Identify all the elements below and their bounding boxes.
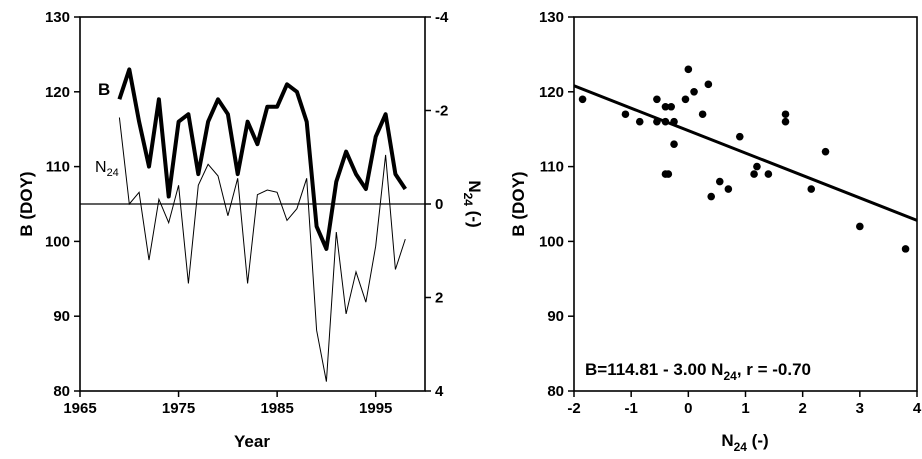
scatter-point — [653, 95, 661, 104]
annotation-right: , r = -0.70 — [737, 360, 811, 379]
y2-tick-label: -4 — [435, 9, 449, 26]
scatter-point — [707, 192, 715, 201]
scatter-point — [750, 170, 758, 178]
y-tick-label: 80 — [53, 383, 70, 400]
scatter-point — [901, 245, 910, 253]
regression-line-path — [573, 84, 918, 222]
series-label-n24-sub: 24 — [107, 167, 119, 179]
right-plot-frame — [573, 16, 918, 392]
scatter-point — [856, 222, 864, 231]
left-x-ticks: 1965 1975 1985 1995 — [63, 391, 392, 417]
y-tick-label: 100 — [45, 233, 70, 250]
scatter-point — [781, 117, 790, 126]
scatter-point — [724, 185, 733, 193]
y2-title-main: N — [465, 180, 484, 192]
x-tick-label: 1995 — [359, 400, 392, 417]
right-x-title-main: N — [721, 431, 733, 450]
x-tick-label: 4 — [913, 400, 922, 417]
y-tick-label: 110 — [46, 159, 70, 176]
y2-tick-label: 0 — [435, 196, 443, 213]
scatter-point — [821, 147, 830, 156]
y2-tick-label: 4 — [435, 383, 444, 400]
scatter-point — [578, 95, 587, 104]
x-tick-label: 1965 — [63, 400, 96, 417]
scatter-point — [735, 132, 744, 141]
scatter-points — [578, 65, 910, 253]
y2-tick-label: -2 — [435, 103, 448, 120]
scatter-point — [753, 162, 761, 171]
scatter-point — [684, 65, 693, 74]
scatter-point — [621, 110, 630, 119]
left-y2-axis-title: N24 (-) — [461, 180, 484, 227]
scatter-point — [704, 80, 713, 89]
scatter-point — [781, 110, 790, 119]
y2-title-suffix: (-) — [465, 206, 484, 228]
scatter-point — [670, 117, 678, 126]
x-tick-label: -1 — [624, 400, 637, 417]
annotation-sub: 24 — [723, 369, 737, 383]
left-x-axis-title: Year — [234, 432, 270, 451]
y-tick-label: 80 — [547, 383, 564, 400]
x-tick-label: -2 — [567, 400, 580, 417]
left-chart: 1965 1975 1985 1995 80 90 100 110 120 130 -4 -2 0 2… — [17, 9, 484, 451]
left-y-axis-title: B (DOY) — [17, 171, 36, 236]
scatter-point — [667, 102, 675, 111]
right-x-ticks: -2 -1 0 1 2 3 4 — [567, 391, 922, 417]
right-x-axis-title: N24 (-) — [721, 431, 768, 454]
n24-line — [118, 117, 406, 382]
left-y-ticks: 80 90 100 110 120 130 — [45, 9, 80, 400]
x-tick-label: 2 — [798, 400, 806, 417]
y2-title-sub: 24 — [461, 193, 475, 207]
b-series — [117, 67, 407, 251]
scatter-point — [670, 140, 678, 148]
x-tick-label: 1975 — [162, 400, 195, 417]
y-tick-label: 120 — [539, 84, 564, 101]
right-x-title-suffix: (-) — [747, 431, 769, 450]
y-tick-label: 130 — [45, 9, 70, 26]
scatter-point — [653, 117, 661, 126]
scatter-point — [698, 110, 707, 119]
regression-annotation: B=114.81 - 3.00 N24, r = -0.70 — [585, 360, 811, 383]
x-tick-label: 1 — [741, 400, 749, 417]
series-label-n24-main: N — [95, 159, 107, 176]
x-tick-label: 3 — [856, 400, 864, 417]
y-tick-label: 90 — [547, 308, 564, 325]
right-y-axis-title: B (DOY) — [509, 171, 528, 236]
scatter-point — [635, 117, 644, 126]
b-line — [117, 67, 407, 251]
series-label-b: B — [98, 80, 110, 99]
series-label-n24: N24 — [95, 159, 119, 179]
right-x-title-sub: 24 — [734, 440, 748, 454]
x-tick-label: 1985 — [260, 400, 293, 417]
y2-tick-label: 2 — [435, 290, 443, 307]
scatter-point — [715, 177, 724, 186]
scatter-point — [690, 88, 698, 96]
y-tick-label: 100 — [539, 233, 564, 250]
y-tick-label: 130 — [539, 9, 564, 26]
scatter-point — [661, 102, 670, 111]
scatter-point — [661, 170, 670, 178]
scatter-point — [681, 95, 690, 104]
scatter-point — [764, 170, 773, 178]
y-tick-label: 120 — [45, 84, 70, 101]
scatter-point — [807, 185, 816, 193]
regression-line — [573, 84, 918, 222]
n24-series — [118, 117, 406, 382]
annotation-left: B=114.81 - 3.00 N — [585, 360, 723, 379]
x-tick-label: 0 — [684, 400, 692, 417]
left-y2-ticks: -4 -2 0 2 4 — [425, 9, 449, 400]
y-tick-label: 110 — [540, 159, 564, 176]
right-y-ticks: 80 90 100 110 120 130 — [539, 9, 574, 400]
y-tick-label: 90 — [53, 308, 70, 325]
scatter-point — [661, 117, 670, 126]
